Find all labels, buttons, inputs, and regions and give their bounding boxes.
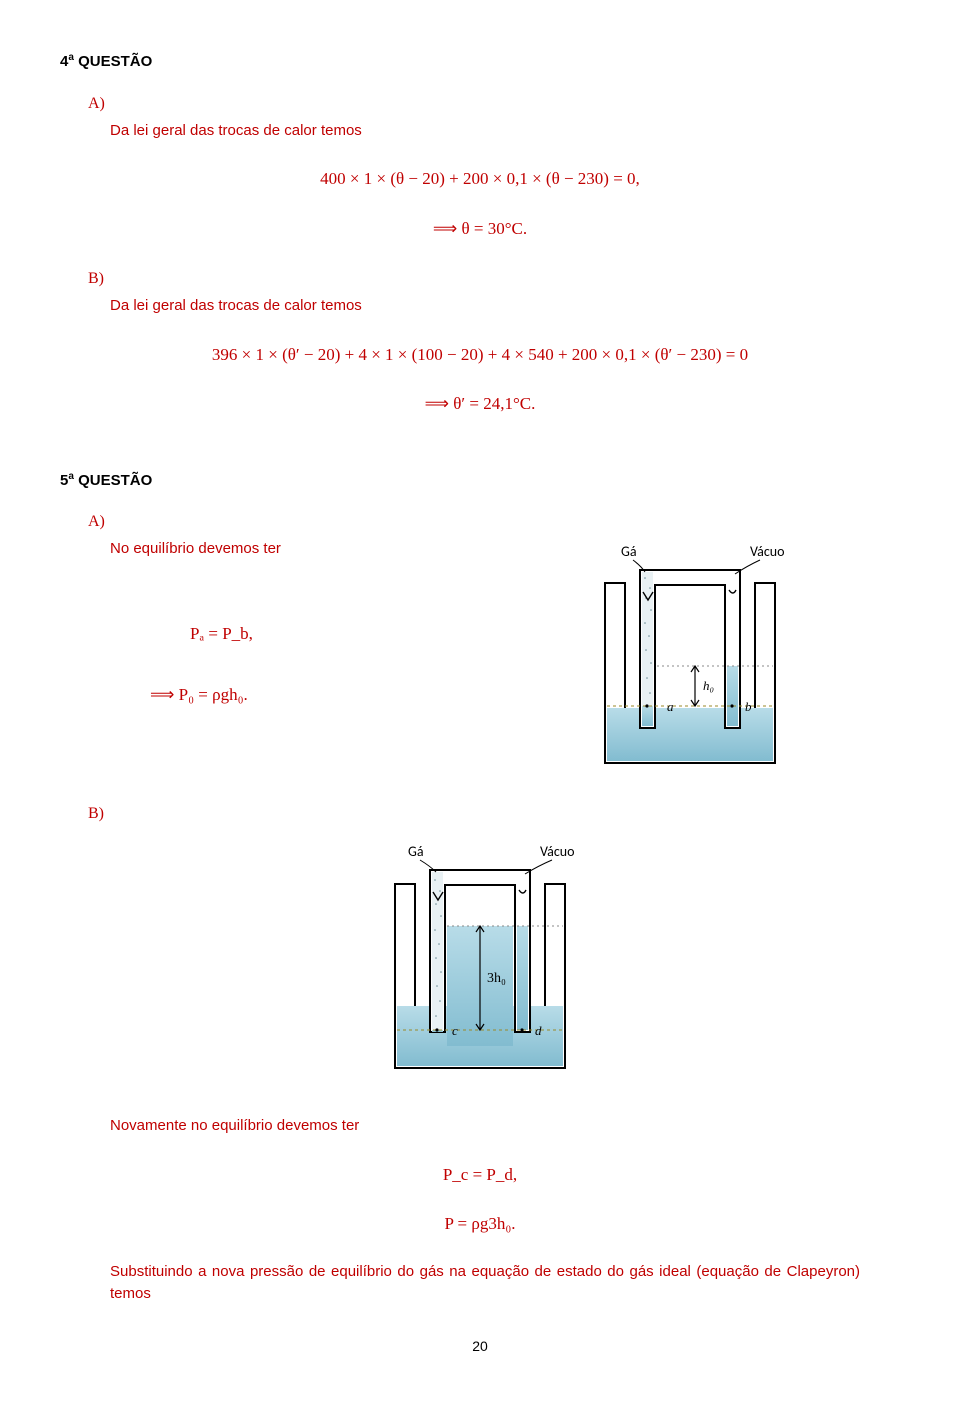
h0-label: h₀ [703,678,714,693]
u-tube-diagram-a: h₀ a b Gá Vácuo [575,538,805,786]
q4-b-eq2: ⟹ θ′ = 24,1°C. [60,391,900,417]
pt-d: d [535,1023,542,1038]
u-tube-diagram-b: 3h₀ c d Gá Vácuo [360,836,600,1094]
q5-b-label: B) [88,802,900,826]
q5-b-eq1: P_c = P_d, [60,1162,900,1188]
q5-a-label: A) [88,510,900,534]
q4-b-eq1: 396 × 1 × (θ′ − 20) + 4 × 1 × (100 − 20)… [80,342,880,368]
gas-label-b: Gá [408,843,424,860]
3h0-label: 3h₀ [487,971,506,986]
pt-a: a [667,699,674,714]
q5-b-final: Substituindo a nova pressão de equilíbri… [110,1261,860,1306]
pt-b: b [745,699,752,714]
q4-b-text: Da lei geral das trocas de calor temos [110,295,900,318]
q4-a-eq1: 400 × 1 × (θ − 20) + 200 × 0,1 × (θ − 23… [60,166,900,192]
q5-b-eq2: P = ρg3h₀. [60,1211,900,1237]
q5-a-eq2: ⟹ P₀ = ρgh₀. [150,682,480,708]
pt-c: c [452,1023,458,1038]
vac-label-b: Vácuo [540,843,575,860]
q5-b-text: Novamente no equilíbrio devemos ter [110,1115,900,1138]
q4-title: 4a QUESTÃO [60,50,900,74]
vac-label-a: Vácuo [750,543,785,560]
q4-a-text: Da lei geral das trocas de calor temos [110,120,900,143]
gas-label-a: Gá [621,543,637,560]
q4-title-word: QUESTÃO [74,53,152,70]
q4-b-label: B) [88,267,900,291]
q5-title-word: QUESTÃO [74,472,152,489]
q4-a-eq2: ⟹ θ = 30°C. [60,216,900,242]
page-number: 20 [60,1336,900,1357]
q5-title: 5a QUESTÃO [60,469,900,493]
q5-a-eq1: Pₐ = P_b, [190,621,480,647]
q5-a-text: No equilíbrio devemos ter [110,538,480,561]
q4-a-label: A) [88,92,900,116]
